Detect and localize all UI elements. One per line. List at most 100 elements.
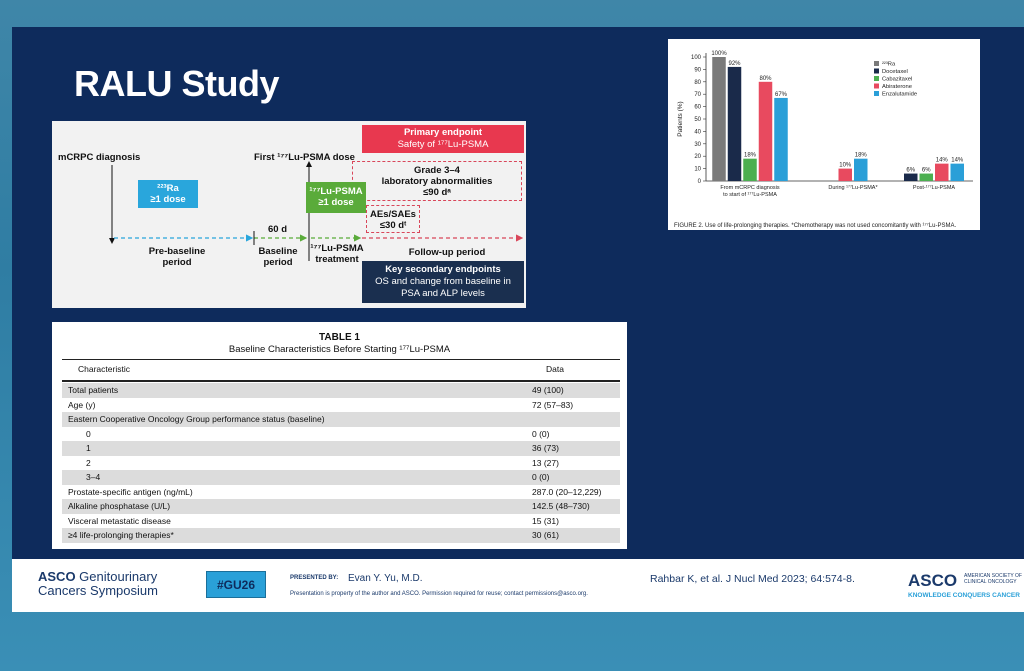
life-prolonging-therapies-chart: 0 10 20 30 40 50 60 70 80 90 100 Patients (%) 100%92… bbox=[677, 51, 973, 198]
secondary-endpoint-title: Key secondary endpoints bbox=[385, 264, 501, 275]
grade-line1: Grade 3–4 bbox=[414, 165, 460, 176]
row-value: 72 (57–83) bbox=[532, 399, 574, 410]
y-tick-label: 30 bbox=[694, 142, 701, 148]
row-value: 15 (31) bbox=[532, 515, 559, 526]
asco-logo-subtitle: AMERICAN SOCIETY OF CLINICAL ONCOLOGY bbox=[964, 573, 1022, 585]
row-value: 30 (61) bbox=[532, 530, 559, 540]
grade-text: Grade 3–4 laboratory abnormalities ≤90 d… bbox=[354, 165, 520, 198]
bar-data-label: 18% bbox=[744, 153, 757, 159]
bar-data-label: 67% bbox=[775, 92, 788, 98]
row-value: 36 (73) bbox=[532, 443, 559, 453]
bar-docetaxel bbox=[904, 173, 918, 181]
y-axis-label: Patients (%) bbox=[677, 101, 684, 136]
hashtag-badge: #GU26 bbox=[206, 571, 266, 598]
row-characteristic: 0 bbox=[86, 428, 91, 439]
header-characteristic: Characteristic bbox=[78, 364, 130, 374]
bar-enzalutamide bbox=[774, 97, 788, 181]
bar-abiraterone bbox=[838, 168, 852, 181]
lu-psma-dose-box: ¹⁷⁷Lu-PSMA ≥1 dose bbox=[306, 182, 366, 213]
table-1-panel: TABLE 1 Baseline Characteristics Before … bbox=[52, 322, 627, 549]
primary-endpoint-box: Primary endpoint Safety of ¹⁷⁷Lu-PSMA bbox=[362, 125, 524, 153]
y-tick-label: 70 bbox=[694, 92, 701, 98]
legend-label: ²²³Ra bbox=[882, 62, 896, 68]
bar-data-label: 100% bbox=[711, 51, 727, 57]
table-header-rule bbox=[62, 380, 620, 382]
row-characteristic: Age (y) bbox=[68, 399, 96, 410]
lu-box-line1: ¹⁷⁷Lu-PSMA bbox=[309, 186, 363, 197]
bar-enzalutamide bbox=[854, 158, 868, 181]
y-tick-label: 80 bbox=[694, 80, 701, 86]
grade-line3: ≤90 dᵃ bbox=[423, 187, 451, 198]
ra-box-line2: ≥1 dose bbox=[150, 194, 186, 205]
table-subtitle: Baseline Characteristics Before Starting… bbox=[228, 344, 451, 355]
row-characteristic: 3–4 bbox=[86, 472, 101, 482]
row-characteristic: 2 bbox=[86, 457, 91, 468]
table-row: Alkaline phosphatase (U/L) 142.5 (48–730) bbox=[62, 499, 620, 514]
figure-2-panel: 0 10 20 30 40 50 60 70 80 90 100 Patients (%) 100% 92… bbox=[668, 39, 980, 230]
asco-gu-logo: ASCO Genitourinary Cancers Symposium bbox=[38, 570, 158, 598]
timeline-arrows bbox=[109, 161, 524, 261]
treatment-line2: treatment bbox=[315, 254, 359, 265]
presentation-slide: RALU Study mCRPC diagnosis bbox=[12, 27, 1024, 612]
bar-data-label: 18% bbox=[855, 153, 868, 159]
figure-caption: FIGURE 2. Use of life-prolonging therapi… bbox=[674, 223, 957, 229]
secondary-endpoint-box: Key secondary endpoints OS and change fr… bbox=[362, 261, 524, 303]
ae-text: AEs/SAEs ≤30 dᵗ bbox=[366, 209, 420, 231]
y-tick-label: 90 bbox=[694, 67, 701, 73]
followup-label: Follow-up period bbox=[408, 247, 486, 258]
bar-data-label: 14% bbox=[951, 158, 964, 164]
table-row: 3–4 0 (0) bbox=[62, 470, 620, 485]
table-row: 2 13 (27) bbox=[62, 456, 620, 471]
legend-swatch bbox=[874, 61, 879, 66]
row-value: 0 (0) bbox=[532, 472, 550, 482]
baseline-line2: period bbox=[263, 257, 293, 268]
legend-label: Docetaxel bbox=[882, 69, 908, 75]
x-category-label: Post-¹⁷⁷Lu-PSMA bbox=[913, 184, 956, 191]
asco-logo: ASCO bbox=[908, 571, 958, 590]
table-row: ≥4 life-prolonging therapies* 30 (61) bbox=[62, 528, 620, 543]
bar-data-label: 80% bbox=[759, 76, 772, 82]
table-title: TABLE 1 bbox=[319, 332, 360, 343]
bar-cabazitaxel bbox=[919, 173, 933, 181]
prebaseline-line2: period bbox=[162, 257, 192, 268]
table-row: 1 36 (73) bbox=[62, 441, 620, 456]
copyright-disclaimer: Presentation is property of the author a… bbox=[290, 591, 588, 597]
prebaseline-label: Pre-baseline period bbox=[142, 246, 212, 268]
y-tick-label: 10 bbox=[694, 167, 701, 173]
asco-gu-rest: Genitourinary bbox=[75, 569, 158, 584]
secondary-endpoint-line1: OS and change from baseline in bbox=[375, 276, 511, 287]
table-header-row: Characteristic Data bbox=[62, 362, 620, 377]
secondary-endpoint-line2: PSA and ALP levels bbox=[401, 288, 485, 299]
header-data: Data bbox=[546, 364, 564, 374]
legend-swatch bbox=[874, 68, 879, 74]
bar-cabazitaxel bbox=[743, 158, 757, 181]
slide-footer: ASCO Genitourinary Cancers Symposium #GU… bbox=[12, 559, 1024, 612]
y-tick-label: 50 bbox=[694, 117, 701, 123]
bar-data-label: 92% bbox=[728, 61, 741, 67]
row-value: 49 (100) bbox=[532, 385, 564, 395]
row-characteristic: Eastern Cooperative Oncology Group perfo… bbox=[68, 414, 325, 424]
presenter-name: Evan Y. Yu, M.D. bbox=[348, 573, 423, 584]
grade-line2: laboratory abnormalities bbox=[381, 176, 493, 187]
table-row: Age (y) 72 (57–83) bbox=[62, 398, 620, 413]
x-category-label: to start of ¹⁷⁷Lu-PSMA bbox=[723, 191, 777, 198]
bar-ra bbox=[712, 57, 726, 181]
x-category-label: During ¹⁷⁷Lu-PSMA* bbox=[828, 184, 878, 191]
asco-gu-line2: Cancers Symposium bbox=[38, 583, 158, 598]
study-timeline-diagram: mCRPC diagnosis ²²³Ra ≥1 dose First ¹⁷⁷L… bbox=[52, 121, 526, 308]
ae-dashed-box bbox=[366, 205, 420, 233]
primary-endpoint-subtitle: Safety of ¹⁷⁷Lu-PSMA bbox=[397, 139, 489, 150]
legend-swatch bbox=[874, 76, 879, 81]
asco-gu-bold: ASCO bbox=[38, 569, 76, 584]
row-value: 142.5 (48–730) bbox=[532, 501, 590, 511]
asco-tagline: KNOWLEDGE CONQUERS CANCER bbox=[908, 592, 1020, 599]
table-top-rule bbox=[62, 359, 620, 360]
lu-box-line2: ≥1 dose bbox=[318, 197, 354, 208]
presented-by-label: PRESENTED BY: bbox=[290, 575, 339, 581]
ae-line2: ≤30 dᵗ bbox=[379, 220, 407, 231]
y-tick-label: 100 bbox=[691, 55, 702, 61]
row-value: 13 (27) bbox=[532, 457, 559, 468]
y-tick-label: 20 bbox=[694, 154, 701, 160]
table-row: Prostate-specific antigen (ng/mL) 287.0 (… bbox=[62, 485, 620, 500]
bar-data-label: 6% bbox=[906, 168, 915, 174]
